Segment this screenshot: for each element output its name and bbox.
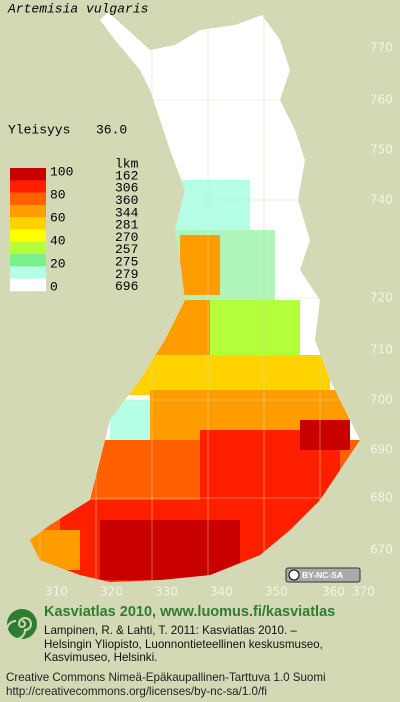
x-label: 370 — [352, 585, 375, 599]
legend-swatch — [10, 180, 46, 193]
count-header: lkm — [115, 156, 139, 171]
x-label: 350 — [265, 585, 288, 599]
x-label: 330 — [155, 585, 178, 599]
legend-count: 257 — [115, 242, 138, 257]
legend-scale-label: 100 — [50, 164, 73, 179]
species-title: Artemisia vulgaris — [7, 1, 148, 16]
frequency-value: 36.0 — [96, 122, 127, 137]
citation-line: Helsingin Yliopisto, Luonnontieteellinen… — [44, 637, 323, 651]
y-label: 680 — [370, 491, 393, 505]
license: Creative Commons Nimeä-Epäkaupallinen-Ta… — [6, 671, 326, 699]
badge-text: BY-NC-SA — [302, 570, 343, 580]
license-badge: BY-NC-SA — [285, 567, 361, 583]
license-line: Creative Commons Nimeä-Epäkaupallinen-Ta… — [6, 671, 326, 684]
y-label: 670 — [370, 543, 393, 557]
atlas-heading: Kasviatlas 2010, www.luomus.fi/kasviatla… — [44, 604, 336, 620]
legend-count: 275 — [115, 255, 138, 270]
legend-swatch — [10, 168, 46, 181]
y-label: 720 — [370, 291, 393, 305]
legend-swatch — [10, 229, 46, 243]
legend-swatch — [10, 241, 46, 255]
y-label: 750 — [370, 143, 393, 157]
legend-count: 281 — [115, 218, 139, 233]
frequency-label: Yleisyys — [8, 122, 70, 137]
axis-labels: 310 320 330 340 350 360 370 770 760 750 740 720 710 7… — [45, 41, 393, 599]
legend-count: 162 — [115, 168, 138, 183]
legend-count: 306 — [115, 181, 138, 196]
legend-scale-label: 0 — [50, 279, 58, 294]
legend-swatch — [10, 266, 46, 279]
x-label: 360 — [322, 585, 345, 599]
y-label: 690 — [370, 443, 393, 457]
distribution — [30, 180, 360, 582]
x-label: 310 — [45, 585, 68, 599]
license-line: http://creativecommons.org/licenses/by-n… — [6, 685, 267, 698]
y-label: 740 — [370, 193, 393, 207]
legend-scale-label: 80 — [50, 187, 66, 202]
legend-swatch — [10, 204, 46, 218]
citation-line: Kasvimuseo, Helsinki. — [44, 651, 158, 664]
map: Artemisia vulgaris Yleisyys 36.0 lkm 162… — [7, 1, 393, 599]
y-label: 760 — [370, 93, 393, 107]
y-label: 700 — [370, 393, 393, 407]
citation: Lampinen, R. & Lahti, T. 2011: Kasviatla… — [44, 624, 323, 665]
legend-swatch — [10, 278, 46, 292]
legend-swatch — [10, 254, 46, 267]
logo — [6, 609, 37, 640]
y-label: 770 — [370, 41, 393, 55]
legend-count: 279 — [115, 267, 138, 282]
legend-swatch — [10, 217, 46, 230]
legend-count: 696 — [115, 279, 138, 294]
legend-count: 360 — [115, 193, 138, 208]
legend-swatch — [10, 192, 46, 206]
x-label: 340 — [210, 585, 233, 599]
legend-scale-label: 20 — [50, 256, 66, 271]
legend-scale-label: 40 — [50, 233, 66, 248]
y-label: 710 — [370, 343, 393, 357]
legend-scale-label: 60 — [50, 210, 66, 225]
legend-count: 344 — [115, 205, 139, 220]
citation-line: Lampinen, R. & Lahti, T. 2011: Kasviatla… — [44, 624, 297, 637]
x-label: 320 — [100, 585, 123, 599]
legend-count: 270 — [115, 230, 138, 245]
